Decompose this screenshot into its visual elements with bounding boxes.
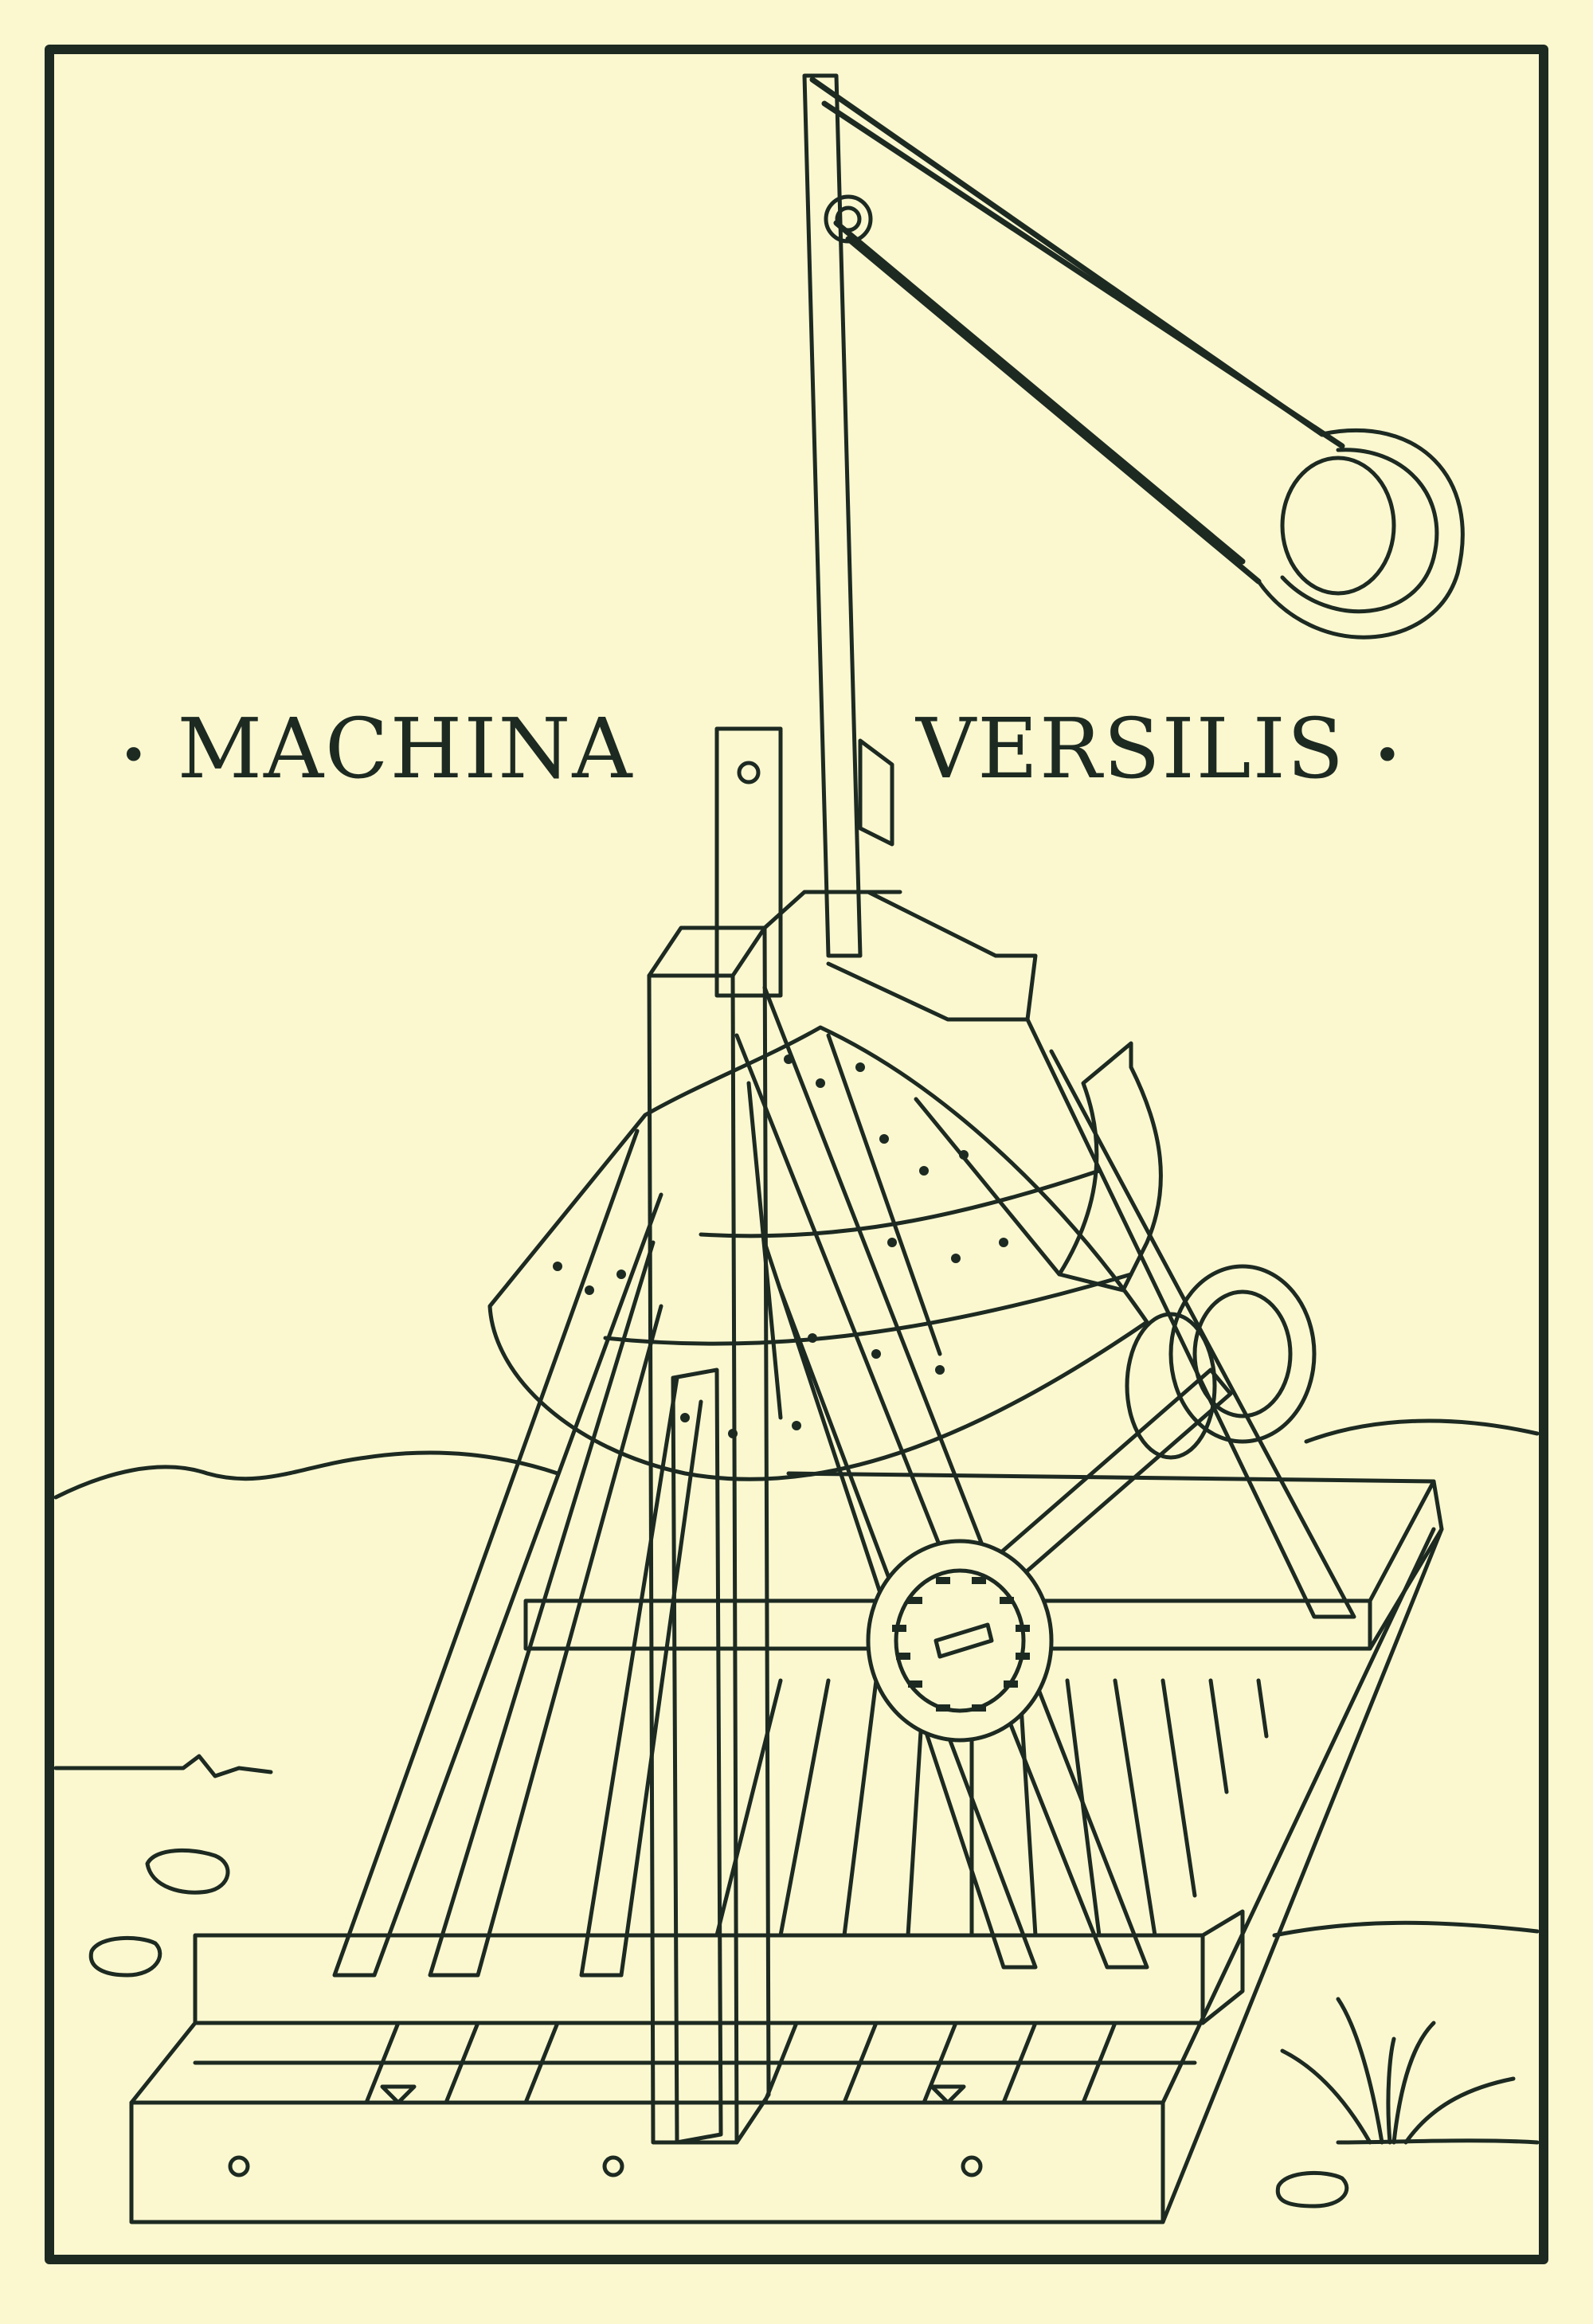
ornament-left: • bbox=[119, 728, 149, 784]
pivot-block bbox=[717, 729, 892, 996]
rear-wheel bbox=[1127, 1266, 1314, 1457]
sling-pouch bbox=[1258, 430, 1462, 637]
base-planks bbox=[195, 1680, 1266, 2103]
stone-projectile bbox=[1282, 458, 1394, 593]
front-wheel bbox=[868, 1541, 1051, 1740]
ornament-right: • bbox=[1373, 728, 1403, 784]
caption-left: • MACHINA bbox=[119, 685, 634, 812]
base-bolts bbox=[230, 2158, 980, 2175]
grass-tuft bbox=[1282, 1999, 1513, 2142]
frame-rails bbox=[131, 1473, 1442, 2222]
caption-word-machina: MACHINA bbox=[177, 700, 633, 797]
sling-rope bbox=[812, 80, 1342, 581]
caption-right: VERSILIS • bbox=[916, 685, 1403, 812]
caption-word-versilis: VERSILIS bbox=[916, 700, 1345, 797]
